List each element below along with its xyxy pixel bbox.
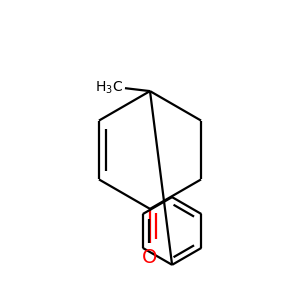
Text: O: O xyxy=(142,248,158,267)
Text: H$_3$C: H$_3$C xyxy=(94,80,123,96)
